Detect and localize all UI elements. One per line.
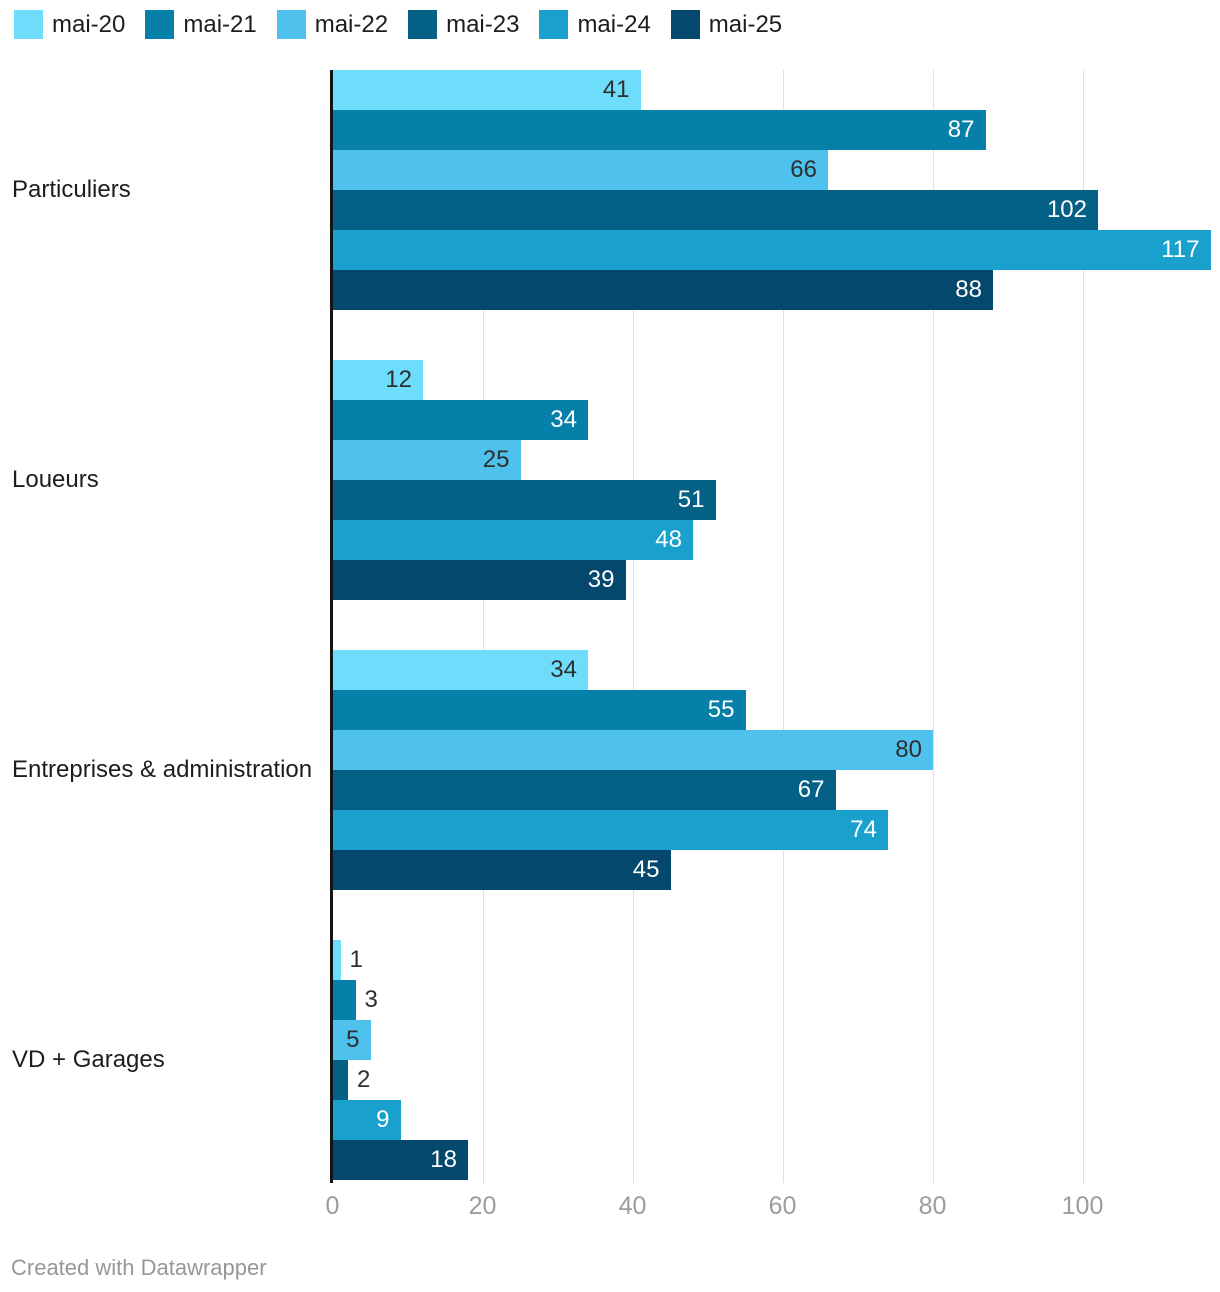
legend: mai-20 mai-21 mai-22 mai-23 mai-24 mai-25 <box>14 10 782 39</box>
legend-item: mai-22 <box>276 10 389 39</box>
gridline <box>482 70 484 1183</box>
legend-color-swatch-icon <box>145 10 175 39</box>
bar-mai-25: 39 <box>333 560 626 600</box>
bar-mai-22: 25 <box>333 440 521 480</box>
bar-mai-25: 18 <box>333 1140 468 1180</box>
legend-label: mai-24 <box>577 10 651 38</box>
axis-baseline <box>330 70 333 1183</box>
bar-value-label: 12 <box>385 366 412 393</box>
legend-item: mai-21 <box>145 10 257 39</box>
bar-mai-20: 12 <box>333 360 423 400</box>
bar-mai-23: 51 <box>333 480 716 520</box>
x-axis-tick-label: 40 <box>618 1192 647 1220</box>
bar-value-label: 87 <box>947 116 975 143</box>
x-axis-tick-label: 100 <box>1061 1192 1104 1220</box>
legend-label: mai-21 <box>183 10 257 38</box>
bar-mai-25: 88 <box>333 270 993 310</box>
bar-mai-23: 102 <box>333 190 1098 230</box>
category-label: VD + Garages <box>12 1046 165 1073</box>
bar-mai-24: 48 <box>333 520 693 560</box>
bar-mai-23 <box>333 1060 348 1100</box>
legend-color-swatch-icon <box>276 10 306 39</box>
bar-mai-21: 87 <box>333 110 986 150</box>
bar-mai-22: 80 <box>333 730 933 770</box>
bar-value-label: 9 <box>376 1106 390 1133</box>
datawrapper-attribution-link[interactable]: Created with Datawrapper <box>11 1255 267 1280</box>
bar-mai-24: 9 <box>333 1100 401 1140</box>
bar-value-label: 34 <box>550 656 577 683</box>
bar-mai-20: 41 <box>333 70 641 110</box>
bar-value-label: 41 <box>602 76 630 103</box>
legend-item: mai-23 <box>408 10 519 39</box>
legend-color-swatch-icon <box>539 10 569 39</box>
bar-value-label: 102 <box>1046 196 1087 223</box>
bar-value-label: 55 <box>707 696 735 723</box>
legend-color-swatch-icon <box>670 10 700 39</box>
gridline <box>782 70 784 1183</box>
bar-mai-20 <box>333 940 341 980</box>
bar-mai-21 <box>333 980 356 1020</box>
bar-value-label: 51 <box>677 486 705 513</box>
bar-value-label: 66 <box>790 156 817 183</box>
category-label: Particuliers <box>12 176 131 203</box>
bar-mai-25: 45 <box>333 850 671 890</box>
bar-value-label: 39 <box>587 566 615 593</box>
legend-item: mai-24 <box>539 10 651 39</box>
bar-mai-20: 34 <box>333 650 588 690</box>
x-axis-tick-label: 0 <box>325 1192 340 1220</box>
legend-color-swatch-icon <box>408 10 438 39</box>
x-axis-tick-label: 80 <box>918 1192 947 1220</box>
legend-label: mai-22 <box>314 10 389 38</box>
x-axis-tick-label: 60 <box>768 1192 797 1220</box>
bar-value-label: 1 <box>349 946 363 973</box>
bar-value-label: 88 <box>955 276 982 303</box>
gridline <box>932 70 934 1183</box>
bar-mai-21: 34 <box>333 400 588 440</box>
bar-mai-22: 66 <box>333 150 828 190</box>
category-label: Loueurs <box>12 466 99 493</box>
bar-value-label: 25 <box>482 446 510 473</box>
legend-label: mai-20 <box>52 10 126 38</box>
bar-mai-24: 74 <box>333 810 888 850</box>
gridline <box>632 70 634 1183</box>
x-axis-tick-label: 20 <box>468 1192 497 1220</box>
bar-mai-21: 55 <box>333 690 746 730</box>
bar-mai-24: 117 <box>333 230 1211 270</box>
legend-color-swatch-icon <box>14 10 43 39</box>
gridline <box>1082 70 1084 1183</box>
bar-value-label: 45 <box>632 856 660 883</box>
bar-value-label: 117 <box>1161 236 1200 263</box>
legend-label: mai-23 <box>446 10 520 38</box>
bar-value-label: 67 <box>797 776 825 803</box>
bar-value-label: 5 <box>346 1026 360 1053</box>
bar-mai-23: 67 <box>333 770 836 810</box>
bar-value-label: 48 <box>655 526 682 553</box>
bar-value-label: 2 <box>357 1066 371 1093</box>
bar-value-label: 18 <box>430 1146 457 1173</box>
bar-value-label: 34 <box>550 406 577 433</box>
legend-label: mai-25 <box>708 10 783 38</box>
bar-mai-22: 5 <box>333 1020 371 1060</box>
bar-value-label: 3 <box>364 986 378 1013</box>
legend-item: mai-25 <box>670 10 783 39</box>
bar-value-label: 74 <box>850 816 877 843</box>
legend-item: mai-20 <box>14 10 125 39</box>
category-label: Entreprises & administration <box>12 756 313 783</box>
bar-value-label: 80 <box>895 736 922 763</box>
